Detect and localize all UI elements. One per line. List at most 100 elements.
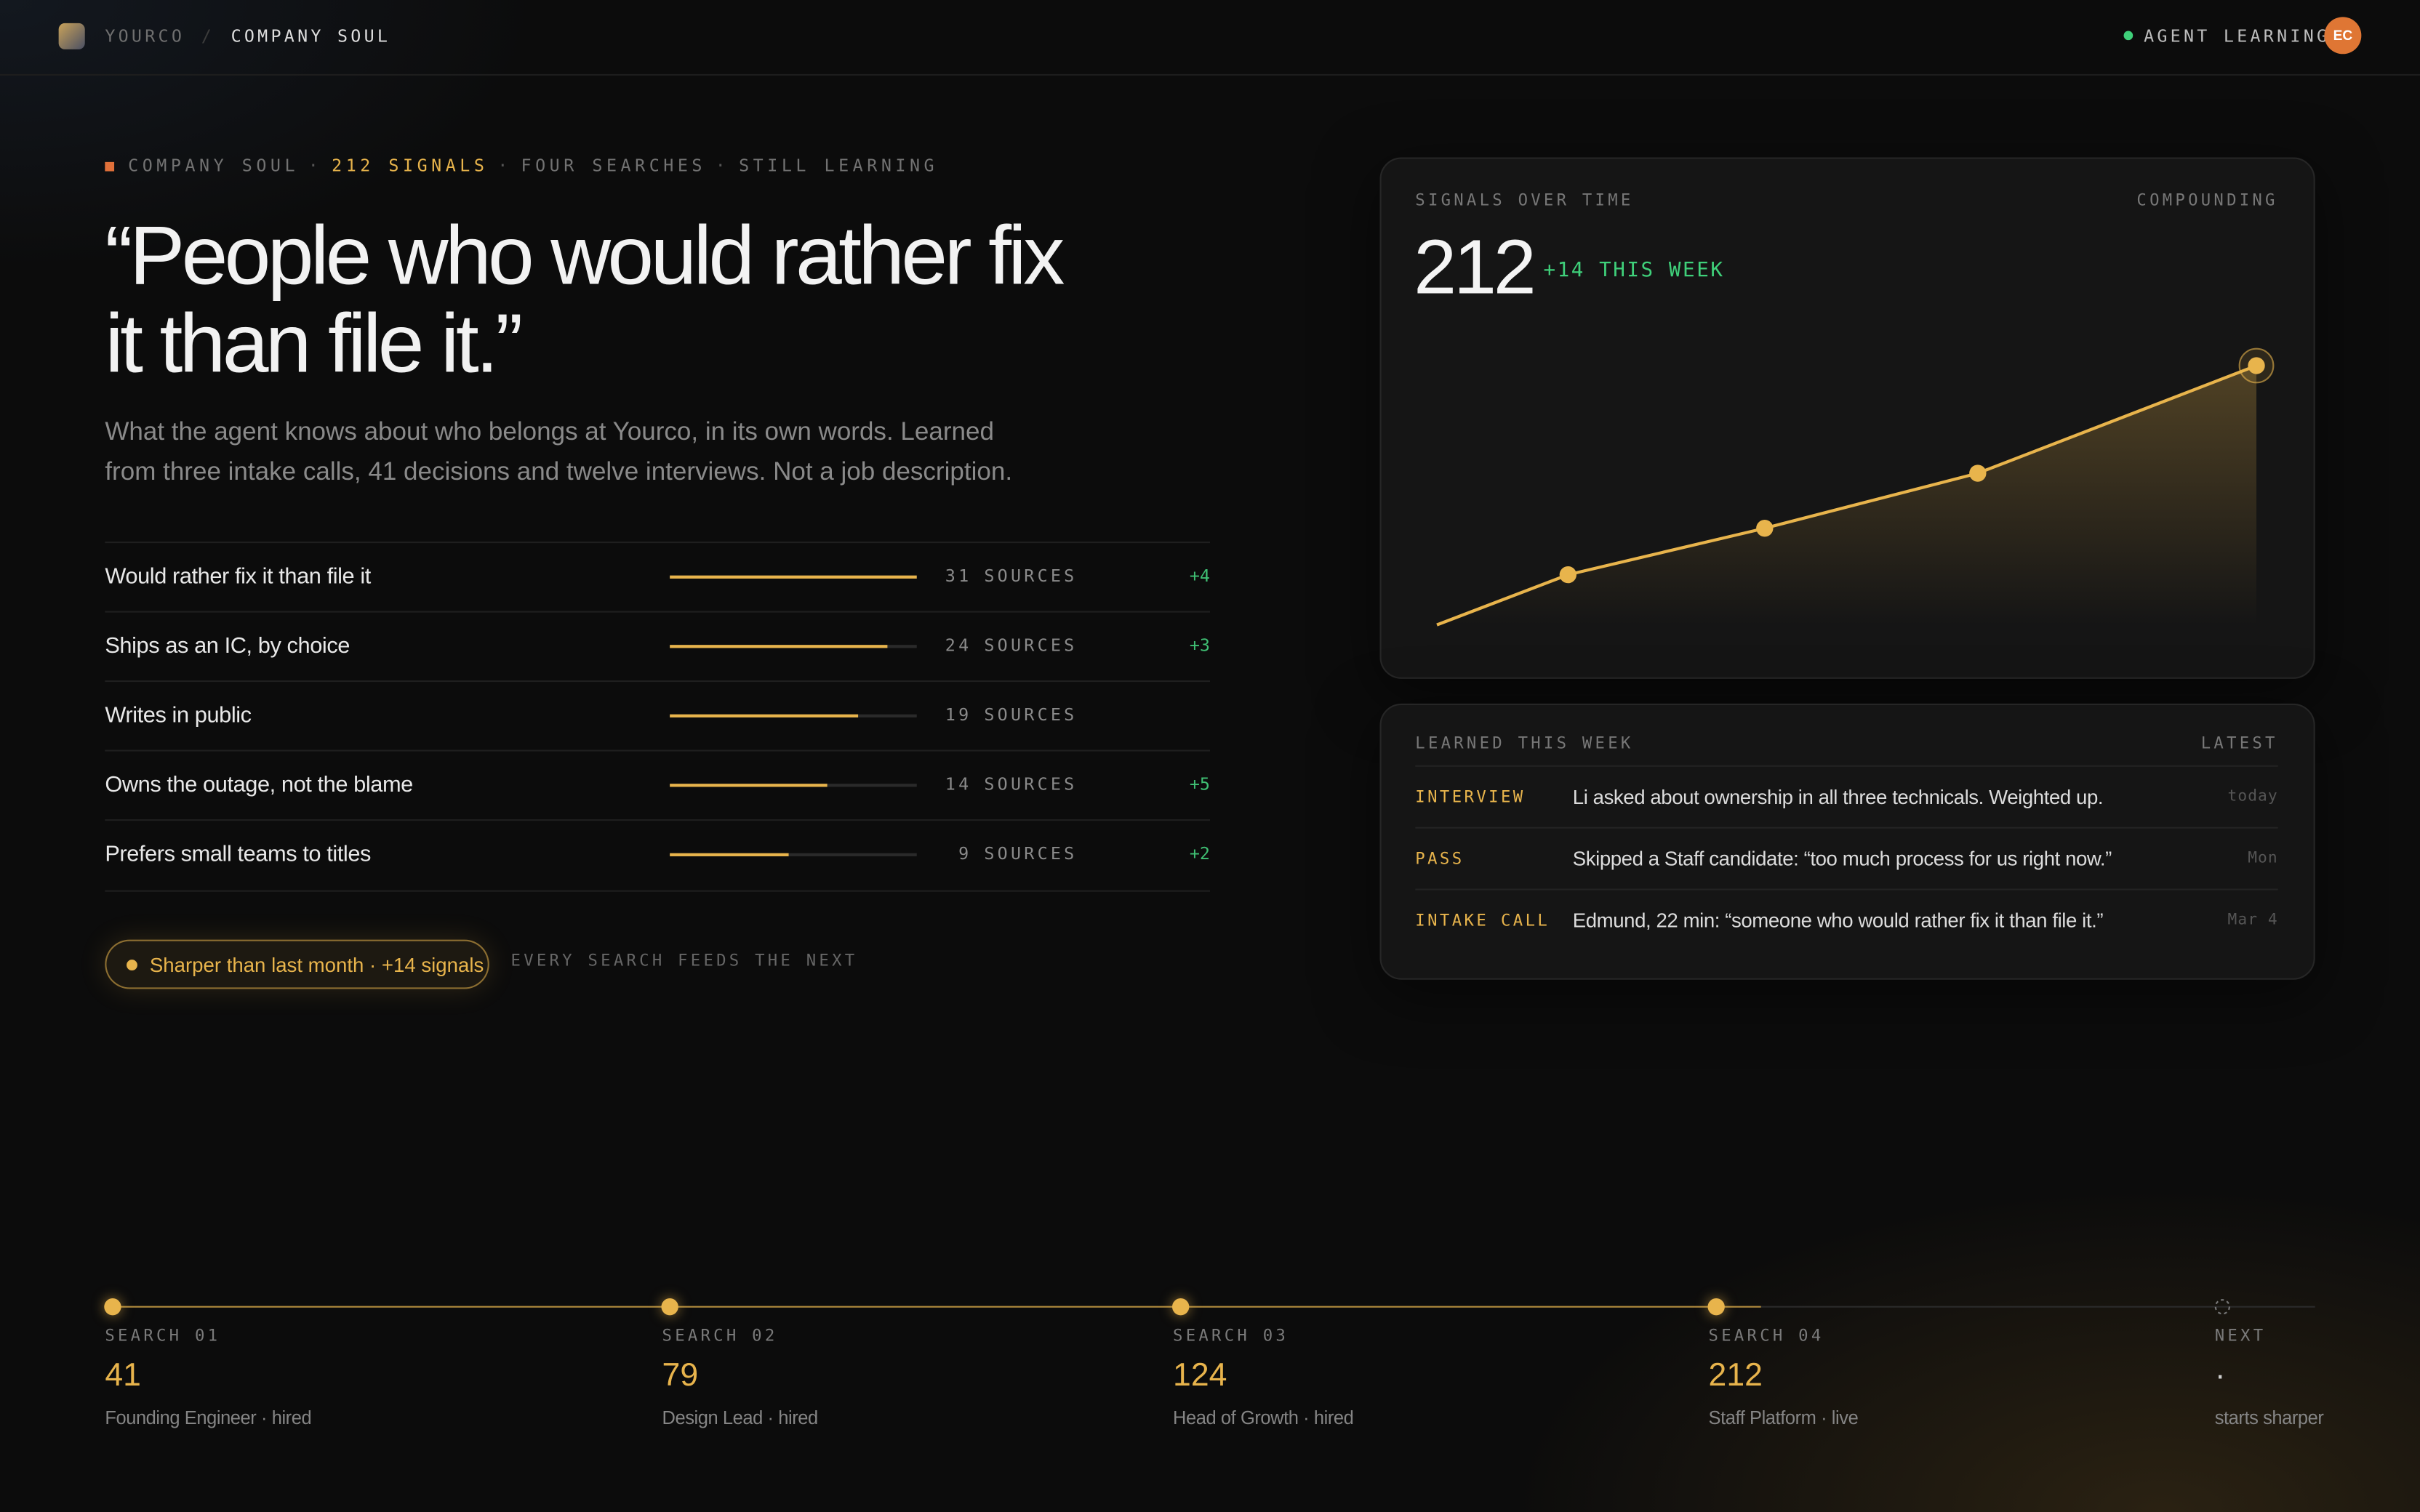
source-unit: SOURCES bbox=[984, 774, 1078, 795]
entry-text: Skipped a Staff candidate: “too much pro… bbox=[1572, 847, 2112, 871]
milestone-dot bbox=[661, 1298, 678, 1316]
point bbox=[2248, 357, 2265, 374]
top-bar: YOURCO / COMPANY SOUL AGENT LEARNING EC bbox=[0, 0, 2420, 76]
milestone-dot bbox=[1172, 1298, 1190, 1316]
page-name: COMPANY SOUL bbox=[231, 26, 391, 47]
sources: 19 SOURCES bbox=[945, 705, 1078, 725]
entry-type: PASS bbox=[1415, 850, 1465, 869]
eyebrow-separator: · bbox=[715, 156, 730, 176]
milestone-note: Design Lead · hired bbox=[662, 1407, 819, 1429]
trait-name: Prefers small teams to titles bbox=[105, 842, 371, 867]
bar bbox=[670, 853, 789, 856]
trait-row: Owns the outage, not the blame 14 SOURCES +… bbox=[105, 749, 1211, 821]
point bbox=[1559, 566, 1576, 584]
source-count: 19 bbox=[945, 704, 972, 725]
trait-name: Ships as an IC, by choice bbox=[105, 634, 350, 659]
next-dot bbox=[2214, 1299, 2230, 1315]
learned-row: PASS Skipped a Staff candidate: “too much… bbox=[1415, 827, 2278, 890]
separator: / bbox=[201, 26, 215, 47]
bar-track bbox=[670, 575, 917, 579]
milestone-note: Founding Engineer · hired bbox=[105, 1407, 312, 1429]
bar-track bbox=[670, 784, 917, 787]
milestone-dot bbox=[104, 1298, 121, 1316]
milestone-value: 79 bbox=[662, 1357, 699, 1394]
learned-title: LEARNED THIS WEEK bbox=[1415, 734, 1634, 753]
quote: “People who would rather fix it than fil… bbox=[105, 209, 1065, 390]
status: AGENT LEARNING bbox=[2144, 26, 2331, 47]
avatar[interactable]: EC bbox=[2324, 17, 2362, 55]
source-unit: SOURCES bbox=[984, 635, 1078, 656]
eyebrow-item: FOUR SEARCHES bbox=[521, 156, 707, 176]
eyebrow-separator: · bbox=[308, 156, 323, 176]
headline-delta: +14 THIS WEEK bbox=[1543, 259, 1725, 283]
sources: 24 SOURCES bbox=[945, 635, 1078, 656]
milestone-note: Head of Growth · hired bbox=[1173, 1407, 1354, 1429]
delta: +4 bbox=[1189, 566, 1211, 587]
milestone-value: · bbox=[2214, 1357, 2226, 1394]
brand[interactable]: YOURCO bbox=[105, 26, 185, 47]
bar bbox=[670, 575, 917, 579]
pill-text: Sharper than last month · +14 signals bbox=[149, 953, 484, 977]
chart-tag: COMPOUNDING bbox=[2136, 191, 2278, 210]
bar bbox=[670, 714, 858, 717]
bar bbox=[670, 645, 887, 648]
eyebrow-item: 212 SIGNALS bbox=[332, 156, 489, 176]
entry-type: INTAKE CALL bbox=[1415, 912, 1550, 930]
entry-type: INTERVIEW bbox=[1415, 788, 1526, 808]
description: What the agent knows about who belongs a… bbox=[105, 418, 1013, 486]
milestone-value: 41 bbox=[105, 1357, 141, 1394]
chart-title: SIGNALS OVER TIME bbox=[1415, 191, 1634, 210]
milestone-label: SEARCH 02 bbox=[662, 1327, 778, 1346]
area bbox=[1437, 366, 2257, 625]
headline: 212 bbox=[1414, 223, 1536, 310]
eyebrow-mark bbox=[105, 161, 115, 172]
source-count: 24 bbox=[945, 635, 972, 656]
learned-row: INTERVIEW Li asked about ownership in all… bbox=[1415, 765, 2278, 829]
milestone-label: SEARCH 03 bbox=[1173, 1327, 1289, 1346]
entry-text: Li asked about ownership in all three te… bbox=[1572, 785, 2104, 809]
milestone-note: starts sharper bbox=[2214, 1407, 2324, 1429]
milestone-value: 124 bbox=[1173, 1357, 1227, 1394]
eyebrow-item: STILL LEARNING bbox=[739, 156, 939, 176]
source-count: 9 bbox=[958, 843, 972, 864]
source-unit: SOURCES bbox=[984, 843, 1078, 864]
bar-track bbox=[670, 645, 917, 648]
milestone-label: NEXT bbox=[2214, 1327, 2267, 1346]
sources: 9 SOURCES bbox=[958, 844, 1077, 864]
learned-card bbox=[1379, 703, 2315, 980]
source-count: 14 bbox=[945, 774, 972, 795]
source-unit: SOURCES bbox=[984, 566, 1078, 587]
milestone-label: SEARCH 04 bbox=[1708, 1327, 1824, 1346]
source-count: 31 bbox=[945, 566, 972, 587]
status-dot bbox=[2123, 31, 2133, 41]
trait-row: Writes in public 19 SOURCES bbox=[105, 680, 1211, 752]
trait-row: Prefers small teams to titles 9 SOURCES +2 bbox=[105, 819, 1210, 892]
entry-text: Edmund, 22 min: “someone who would rathe… bbox=[1572, 909, 2104, 932]
sources: 14 SOURCES bbox=[945, 774, 1078, 795]
sources: 31 SOURCES bbox=[945, 566, 1078, 587]
milestone-value: 212 bbox=[1708, 1357, 1763, 1394]
milestone-note: Staff Platform · live bbox=[1708, 1407, 1859, 1429]
trait-name: Would rather fix it than file it bbox=[105, 564, 371, 590]
point bbox=[1756, 520, 1774, 537]
delta: +3 bbox=[1189, 635, 1211, 656]
logo[interactable] bbox=[58, 23, 85, 49]
bar bbox=[670, 784, 828, 787]
trait-name: Writes in public bbox=[105, 703, 252, 728]
delta: +5 bbox=[1189, 774, 1211, 795]
point bbox=[1969, 465, 1987, 482]
delta: +2 bbox=[1189, 843, 1211, 864]
bar-track bbox=[670, 714, 917, 717]
source-unit: SOURCES bbox=[984, 704, 1078, 725]
trait-row: Would rather fix it than file it 31 SOURCE… bbox=[105, 541, 1211, 613]
entry-date: today bbox=[2227, 788, 2278, 805]
pill-dot bbox=[127, 960, 137, 971]
milestone-dot bbox=[1707, 1298, 1725, 1316]
pill-caption: EVERY SEARCH FEEDS THE NEXT bbox=[510, 952, 858, 971]
pill[interactable]: Sharper than last month · +14 signals bbox=[105, 939, 489, 989]
entry-date: Mon bbox=[2248, 850, 2278, 867]
eyebrow-item: COMPANY SOUL bbox=[128, 156, 300, 176]
